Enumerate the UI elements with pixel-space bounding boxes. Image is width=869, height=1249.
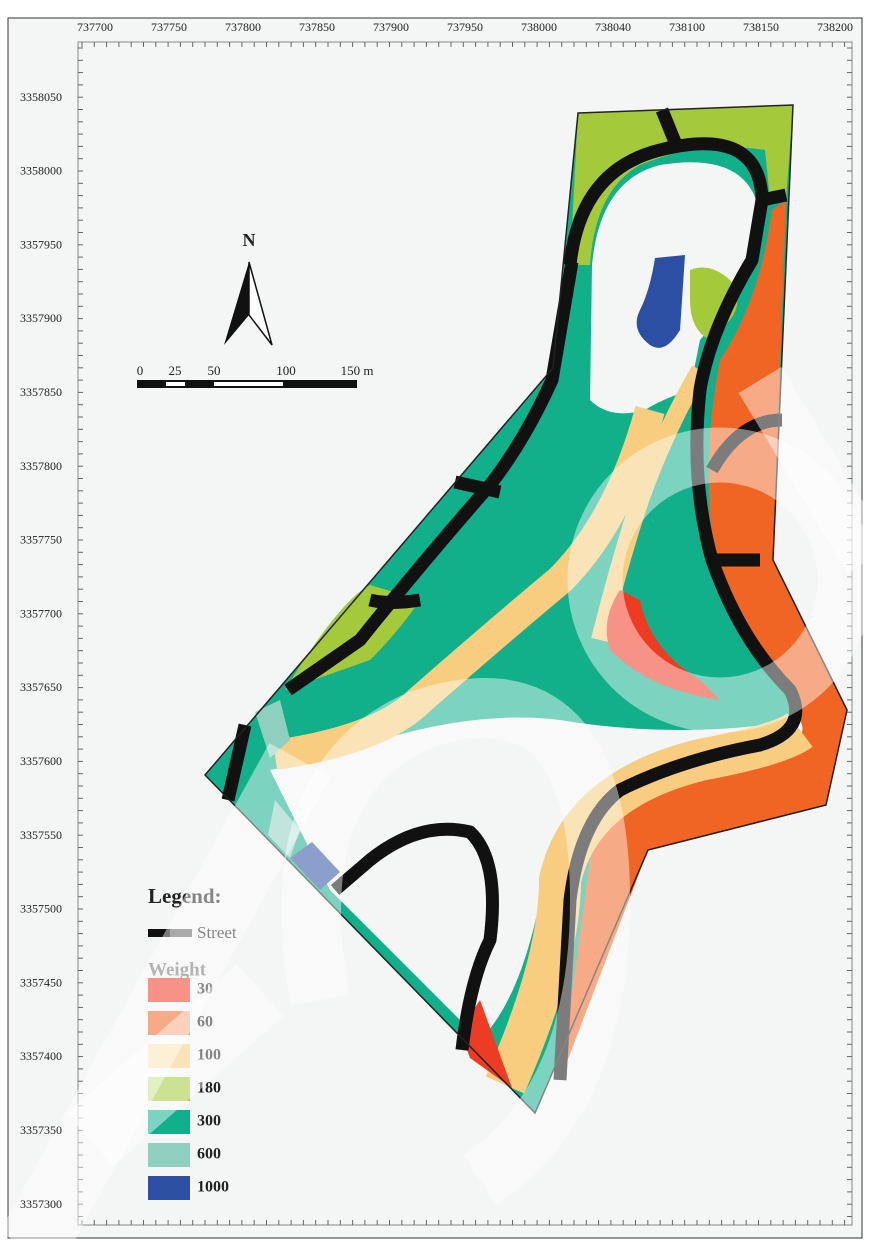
north-arrow: N	[224, 230, 273, 346]
inner-frame	[77, 41, 853, 1226]
boundary	[203, 104, 848, 1115]
street	[221, 723, 252, 802]
region	[591, 365, 708, 643]
x-axis-label: 738040	[595, 20, 631, 34]
y-axis-label: 3357800	[20, 459, 62, 473]
y-axis-label: 3357550	[20, 828, 62, 842]
y-axis-label: 3357850	[20, 385, 62, 399]
x-axis-label: 737950	[447, 20, 483, 34]
watermark-shape	[66, 963, 284, 1167]
street	[330, 822, 499, 1051]
y-axis-label: 3358050	[20, 90, 62, 104]
watermark-shape	[0, 743, 331, 1249]
y-axis-label: 3357950	[20, 237, 62, 251]
streets	[203, 104, 848, 1115]
legend-label: 600	[197, 1146, 221, 1163]
legend-label: 1000	[197, 1179, 229, 1196]
legend: Legend: Street Weight 30 60 100 180 300 600 10…	[148, 884, 237, 1200]
x-axis-label: 738150	[743, 20, 779, 34]
scale-segment	[166, 382, 185, 386]
scale-label: 150 m	[341, 363, 374, 378]
watermark-shape	[738, 367, 869, 573]
y-axis-label: 3357600	[20, 754, 62, 768]
legend-swatch	[148, 1077, 190, 1101]
y-axis-label: 3357400	[20, 1049, 62, 1063]
x-axis-label: 737850	[299, 20, 335, 34]
street	[655, 107, 682, 145]
x-axis-label: 738100	[669, 20, 705, 34]
arrow-right	[248, 261, 273, 346]
scale-label: 0	[137, 363, 144, 378]
legend-title: Legend:	[148, 884, 222, 908]
x-axis-label: 737750	[151, 20, 187, 34]
street	[368, 593, 422, 609]
north-label: N	[243, 230, 256, 250]
scale-label: 25	[169, 363, 182, 378]
x-axis-label: 737900	[373, 20, 409, 34]
legend-swatch	[148, 1176, 190, 1200]
y-axis-label: 3357650	[20, 680, 62, 694]
y-axis-label: 3357350	[20, 1123, 62, 1137]
legend-label: 300	[197, 1113, 221, 1130]
street	[553, 137, 803, 1081]
legend-swatch	[148, 1143, 190, 1167]
region	[268, 800, 300, 858]
region	[460, 1000, 512, 1088]
legend-swatch	[148, 978, 190, 1002]
x-axis-label: 737700	[77, 20, 113, 34]
legend-street: Street	[197, 923, 237, 942]
y-axis-label: 3357700	[20, 606, 62, 620]
scale-label: 100	[276, 363, 296, 378]
watermark-shape	[281, 678, 631, 1205]
open-space	[270, 717, 803, 1040]
legend-swatch	[148, 1110, 190, 1134]
scale-label: 50	[208, 363, 221, 378]
ticks	[78, 42, 852, 1225]
x-axis-label: 737800	[225, 20, 261, 34]
legend-swatch	[148, 1011, 190, 1035]
street	[706, 413, 783, 474]
y-axis-label: 3357500	[20, 902, 62, 916]
region	[636, 255, 685, 348]
arrow-left	[224, 262, 249, 345]
region	[255, 700, 290, 758]
street	[453, 475, 502, 499]
legend-label: 30	[197, 981, 213, 998]
y-axis-label: 3357750	[20, 533, 62, 547]
legend-label: 100	[197, 1047, 221, 1064]
region	[272, 406, 665, 770]
legend-label: 60	[197, 1014, 213, 1031]
watermark	[0, 367, 869, 1249]
street	[760, 188, 788, 207]
weight-title: Weight	[148, 959, 207, 980]
region	[606, 590, 720, 700]
legend-label: 180	[197, 1080, 221, 1097]
y-axis-label: 3358000	[20, 164, 62, 178]
y-axis-label: 3357450	[20, 975, 62, 989]
watermark-shape	[567, 427, 869, 733]
legend-swatch	[148, 1044, 190, 1068]
y-axis-label: 3357900	[20, 311, 62, 325]
scale-segment	[214, 382, 283, 386]
x-axis-label: 738000	[521, 20, 557, 34]
x-axis-label: 738200	[817, 20, 853, 34]
y-axis-label: 3357300	[20, 1197, 62, 1211]
region	[290, 842, 340, 890]
scale-bar: 0 25 50 100 150 m	[137, 363, 374, 388]
